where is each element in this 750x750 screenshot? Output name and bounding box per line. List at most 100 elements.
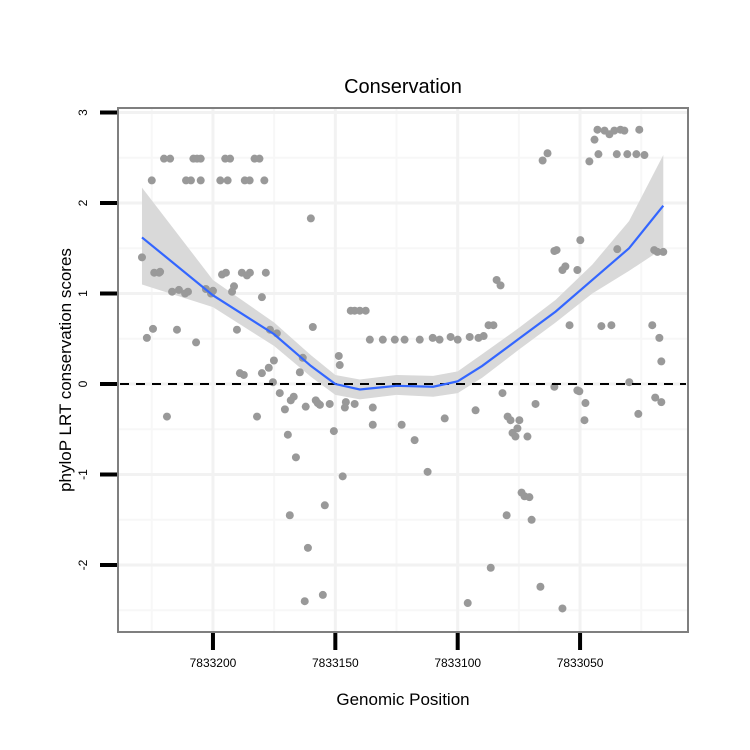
data-point <box>593 125 602 134</box>
data-point <box>597 322 606 331</box>
y-axis-ticks: -2 -1 0 1 2 3 <box>76 109 117 570</box>
data-point <box>657 398 666 407</box>
data-point <box>341 398 350 407</box>
loess-smooth-line <box>141 205 665 391</box>
y-tick-label: 1 <box>76 290 90 297</box>
data-point <box>166 154 175 163</box>
data-point <box>280 405 289 414</box>
data-point <box>515 416 524 425</box>
data-point <box>147 176 156 185</box>
data-point <box>580 416 589 425</box>
data-point <box>538 156 547 165</box>
data-point <box>285 511 294 520</box>
x-axis-ticks: 7833200 7833150 7833100 7833050 <box>190 633 604 670</box>
data-point <box>620 126 629 135</box>
data-point <box>192 338 201 347</box>
data-point <box>329 427 338 436</box>
data-point <box>558 604 567 613</box>
data-point <box>160 154 169 163</box>
data-point <box>523 432 532 441</box>
data-point <box>255 154 264 163</box>
data-point <box>355 306 364 315</box>
data-point <box>446 332 455 341</box>
x-axis-label: Genomic Position <box>336 690 469 709</box>
data-point <box>581 399 590 408</box>
data-point <box>260 176 269 185</box>
data-point <box>223 176 232 185</box>
y-tick-label: 3 <box>76 109 90 116</box>
data-point <box>635 125 644 134</box>
data-point <box>196 176 205 185</box>
data-point <box>183 287 192 296</box>
data-points <box>137 125 668 613</box>
data-point <box>463 599 472 608</box>
data-point <box>174 285 183 294</box>
data-point <box>334 351 343 360</box>
data-point <box>261 268 270 277</box>
data-point <box>543 149 552 158</box>
data-point <box>502 511 511 520</box>
data-point <box>531 399 540 408</box>
data-point <box>536 582 545 591</box>
data-point <box>289 392 298 401</box>
data-point <box>186 176 195 185</box>
data-point <box>378 335 387 344</box>
data-point <box>435 335 444 344</box>
data-point <box>283 430 292 439</box>
data-point <box>496 281 505 290</box>
data-point <box>291 453 300 462</box>
data-point <box>325 399 334 408</box>
data-point <box>221 268 230 277</box>
data-point <box>257 369 266 378</box>
data-point <box>612 150 621 159</box>
y-tick-label: -2 <box>76 559 90 570</box>
data-point <box>239 370 248 379</box>
y-tick-label: 2 <box>76 199 90 206</box>
data-point <box>216 176 225 185</box>
data-point <box>453 335 462 344</box>
data-point <box>513 424 522 433</box>
data-point <box>594 150 603 159</box>
data-point <box>230 282 239 291</box>
data-point <box>506 416 515 425</box>
data-point <box>397 420 406 429</box>
data-point <box>295 368 304 377</box>
x-tick-label: 7833200 <box>190 656 237 670</box>
smooth-line-group <box>141 205 665 391</box>
data-point <box>585 157 594 166</box>
data-point <box>320 501 329 510</box>
data-point <box>590 135 599 144</box>
data-point <box>632 150 641 159</box>
data-point <box>269 356 278 365</box>
data-point <box>410 436 419 445</box>
data-point <box>253 412 262 421</box>
data-point <box>607 321 616 330</box>
data-point <box>511 432 520 441</box>
data-point <box>257 293 266 302</box>
data-point <box>423 467 432 476</box>
data-point <box>301 402 310 411</box>
data-point <box>552 246 561 255</box>
x-tick-label: 7833150 <box>312 656 359 670</box>
data-point <box>156 267 165 276</box>
panel-border <box>117 107 689 633</box>
data-point <box>368 420 377 429</box>
data-point <box>428 333 437 342</box>
data-point <box>561 262 570 271</box>
y-axis-label: phyloP LRT conservation scores <box>56 248 75 492</box>
x-tick-label: 7833100 <box>434 656 481 670</box>
data-point <box>576 236 585 245</box>
data-point <box>655 333 664 342</box>
data-point <box>168 287 177 296</box>
data-point <box>648 321 657 330</box>
y-tick-label: -1 <box>76 469 90 480</box>
data-point <box>465 332 474 341</box>
confidence-ribbon-group <box>141 155 664 400</box>
data-point <box>264 363 273 372</box>
data-point <box>573 265 582 274</box>
data-point <box>565 321 574 330</box>
grid-lines <box>118 108 688 632</box>
data-point <box>232 325 241 334</box>
data-point <box>275 389 284 398</box>
data-point <box>415 335 424 344</box>
